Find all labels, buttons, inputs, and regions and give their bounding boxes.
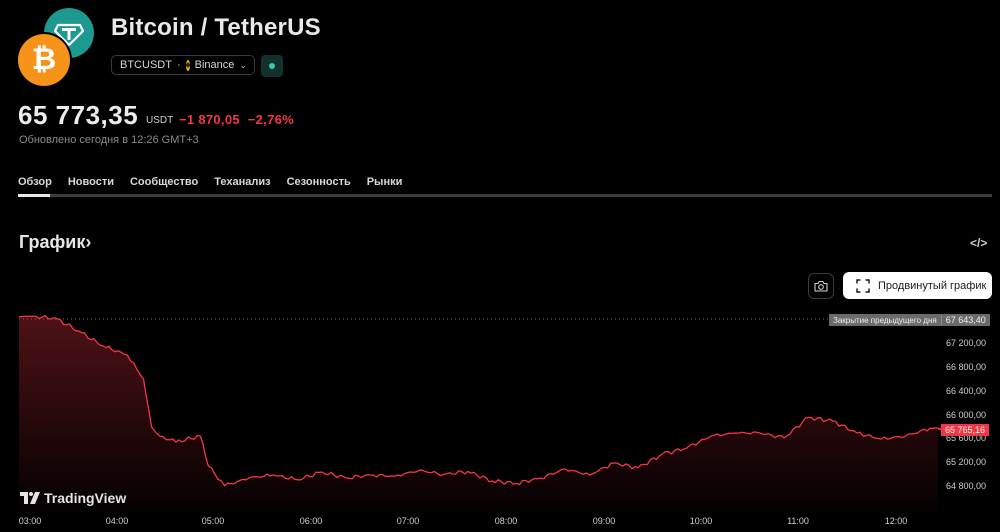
x-tick: 07:00 — [396, 516, 420, 526]
embed-code-icon[interactable]: </> — [970, 236, 988, 250]
x-tick: 06:00 — [299, 516, 323, 526]
active-tab-indicator — [18, 194, 50, 197]
last-price: 65 773,35 — [18, 100, 139, 130]
x-tick: 11:00 — [787, 516, 809, 526]
advanced-chart-button[interactable]: Продвинутый график — [843, 272, 992, 299]
snapshot-button[interactable] — [808, 273, 834, 299]
tether-icon — [53, 23, 85, 47]
tradingview-label: TradingView — [44, 490, 127, 506]
change-percent: −2,76% — [247, 112, 294, 127]
tab-technicals[interactable]: Теханализ — [214, 176, 271, 188]
price-chart[interactable] — [0, 300, 1000, 532]
x-tick: 10:00 — [689, 516, 713, 526]
price-change: −1 870,05 −2,76% — [179, 112, 294, 127]
price-area-fill — [19, 315, 945, 512]
x-tick: 05:00 — [201, 516, 225, 526]
x-tick: 04:00 — [105, 516, 129, 526]
last-price-tag: 65 765,16 — [941, 424, 990, 436]
prev-close-label: Закрытие предыдущего дня — [833, 315, 937, 325]
y-tick: 67 200,00 — [946, 338, 987, 348]
prev-close-value: 67 643,40 — [940, 315, 990, 325]
y-tick: 66 400,00 — [946, 386, 987, 396]
tab-bar: Обзор Новости Сообщество Теханализ Сезон… — [18, 176, 402, 188]
currency-label: USDT — [146, 115, 174, 126]
price-line — [18, 314, 946, 487]
chevron-down-icon: ⌄ — [239, 59, 247, 70]
chart-section-title[interactable]: График› — [19, 232, 92, 252]
change-value: −1 870,05 — [179, 112, 240, 127]
binance-icon — [184, 59, 191, 71]
tab-community[interactable]: Сообщество — [129, 176, 199, 188]
tab-seasonality[interactable]: Сезонность — [286, 176, 351, 188]
market-status-button[interactable] — [261, 55, 283, 77]
x-tick: 09:00 — [592, 516, 616, 526]
exchange-label: Binance — [194, 59, 235, 71]
camera-icon — [814, 280, 828, 292]
y-tick: 66 000,00 — [946, 410, 987, 420]
tab-markets[interactable]: Рынки — [366, 176, 403, 188]
x-tick: 12:00 — [884, 516, 908, 526]
y-tick: 65 600,00 — [946, 433, 987, 443]
x-tick: 08:00 — [494, 516, 518, 526]
y-tick: 66 800,00 — [946, 362, 987, 372]
market-open-dot-icon — [269, 63, 275, 69]
fullscreen-icon — [856, 278, 870, 293]
advanced-chart-label: Продвинутый график — [878, 279, 987, 292]
y-tick: 64 800,00 — [946, 481, 987, 491]
bitcoin-logo: ₿ — [18, 34, 70, 86]
prev-close-tag: Закрытие предыдущего дня 67 643,40 — [829, 314, 990, 326]
tab-bar-track — [18, 194, 992, 197]
page-title: Bitcoin / TetherUS — [111, 14, 321, 41]
tradingview-icon — [20, 492, 40, 504]
y-tick: 65 200,00 — [946, 457, 987, 467]
tab-overview[interactable]: Обзор — [18, 176, 52, 188]
x-tick: 03:00 — [18, 516, 42, 526]
symbol-exchange-selector[interactable]: BTCUSDT · Binance ⌄ — [111, 55, 255, 75]
tab-news[interactable]: Новости — [67, 176, 114, 188]
updated-timestamp: Обновлено сегодня в 12:26 GMT+3 — [19, 134, 199, 146]
tradingview-logo[interactable]: TradingView — [20, 490, 126, 506]
symbol-label: BTCUSDT — [120, 59, 172, 71]
separator: · — [176, 59, 181, 71]
bitcoin-icon: ₿ — [31, 43, 57, 76]
